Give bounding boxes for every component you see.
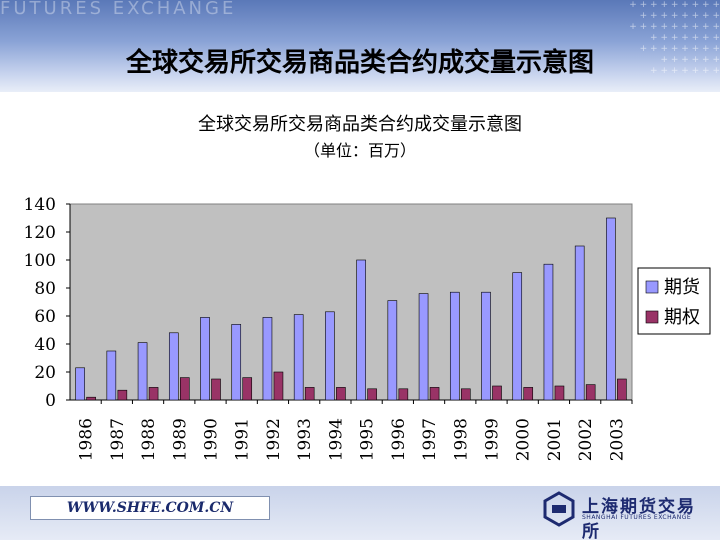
bar-futures	[75, 367, 85, 401]
bar-futures	[606, 217, 616, 401]
bar-options	[523, 387, 534, 401]
header-banner: FUTURES EXCHANGE + + + + + + + + + + + + …	[0, 0, 720, 92]
chart-subtitle: （单位：百万）	[304, 141, 416, 160]
x-tick-label: 1988	[139, 418, 159, 461]
bar-options	[242, 377, 253, 401]
x-tick-label: 1987	[108, 418, 128, 461]
y-tick-label: 140	[24, 195, 56, 215]
x-tick-label: 1997	[420, 418, 440, 461]
bar-options	[211, 378, 221, 401]
bar-options	[367, 388, 377, 401]
y-tick-label: 120	[24, 223, 56, 243]
x-tick-label: 1994	[326, 418, 346, 461]
bar-futures	[293, 314, 304, 401]
x-tick-label: 1995	[358, 418, 378, 461]
legend-label: 期货	[664, 277, 700, 298]
bar-futures	[574, 245, 585, 401]
bar-futures	[262, 317, 273, 401]
shfe-logo: 上海期货交易所 SHANGHAI FUTURES EXCHANGE	[540, 490, 710, 542]
bar-futures	[418, 293, 429, 401]
x-tick-label: 1990	[202, 418, 222, 461]
legend-label: 期权	[664, 307, 700, 328]
x-tick-label: 1998	[451, 418, 471, 461]
bar-futures	[387, 300, 398, 401]
bar-futures	[106, 350, 117, 401]
bar-options	[86, 396, 96, 401]
bar-options	[585, 384, 596, 401]
slide-title: 全球交易所交易商品类合约成交量示意图	[125, 48, 594, 78]
x-tick-label: 1991	[233, 418, 253, 461]
logo-text: 上海期货交易所	[582, 497, 696, 542]
y-tick-label: 60	[34, 307, 56, 327]
bar-futures	[356, 259, 366, 401]
bar-futures	[543, 263, 554, 401]
bar-options	[336, 387, 346, 401]
x-tick-label: 2000	[514, 418, 534, 461]
logo-subtext: SHANGHAI FUTURES EXCHANGE	[582, 514, 692, 521]
bar-futures	[512, 272, 523, 401]
bar-futures	[168, 332, 179, 401]
logo-mark-icon	[543, 491, 575, 527]
bar-futures	[481, 291, 491, 401]
bar-options	[617, 378, 627, 401]
y-tick-label: 40	[34, 335, 56, 355]
y-tick-label: 100	[24, 251, 56, 271]
bar-futures	[231, 324, 242, 401]
x-tick-label: 1986	[77, 418, 97, 461]
x-tick-label: 1999	[483, 418, 503, 461]
x-tick-label: 2003	[607, 418, 627, 461]
bar-options	[429, 387, 440, 401]
bar-futures	[137, 342, 148, 401]
bar-options	[148, 387, 159, 401]
bar-options	[492, 385, 502, 401]
x-tick-label: 1993	[295, 418, 315, 461]
legend-swatch-options	[645, 310, 659, 324]
chart-title: 全球交易所交易商品类合约成交量示意图	[198, 114, 522, 135]
bar-chart: 全球交易所交易商品类合约成交量示意图 （单位：百万） 0 20 40 60 80 100 1…	[24, 114, 711, 461]
bar-futures	[449, 291, 460, 401]
banner-watermark: FUTURES EXCHANGE	[0, 0, 237, 19]
bar-options	[117, 389, 128, 401]
x-tick-label: 2001	[545, 418, 565, 461]
bar-options	[273, 371, 284, 401]
y-tick-label: 80	[34, 279, 56, 299]
legend-swatch-futures	[645, 280, 659, 294]
bar-futures	[200, 317, 210, 401]
x-tick-label: 1992	[264, 418, 284, 461]
chart-frame: 全球交易所交易商品类合约成交量示意图 （单位：百万） 0 20 40 60 80 100 1…	[6, 98, 714, 486]
bar-options	[460, 388, 471, 401]
y-tick-label: 0	[45, 391, 56, 411]
bar-options	[304, 387, 315, 401]
y-tick-label: 20	[34, 363, 56, 383]
website-url[interactable]: WWW.SHFE.COM.CN	[30, 496, 270, 520]
x-tick-label: 1989	[170, 418, 190, 461]
x-tick-label: 1996	[389, 418, 409, 461]
bar-options	[398, 388, 409, 401]
star-pattern: + + + + + + + + + + + + + + + + + + + + + …	[629, 0, 720, 76]
bar-options	[554, 385, 565, 401]
bar-futures	[325, 311, 335, 401]
bar-options	[179, 377, 190, 401]
x-tick-label: 2002	[576, 418, 596, 461]
